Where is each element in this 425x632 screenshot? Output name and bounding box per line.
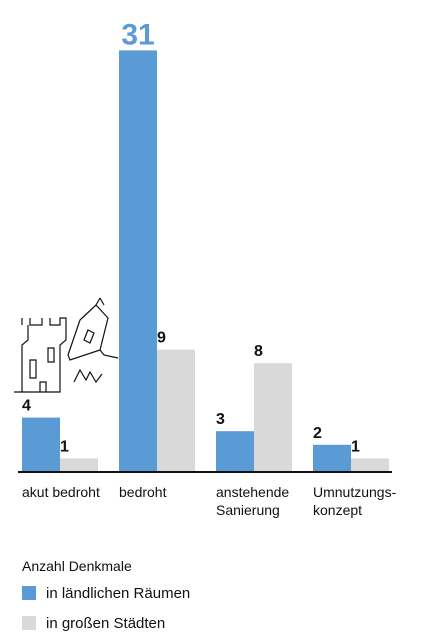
legend-label: in ländlichen Räumen bbox=[46, 585, 191, 602]
x-tick-label: akut bedroht bbox=[22, 484, 100, 500]
value-label: 4 bbox=[22, 398, 31, 415]
illustration bbox=[14, 297, 119, 393]
bar bbox=[313, 444, 351, 472]
x-tick-label: Umnutzungs-konzept bbox=[313, 484, 397, 518]
bar bbox=[157, 349, 195, 472]
legend-item: in großen Städten bbox=[22, 615, 165, 632]
value-label: 8 bbox=[254, 343, 263, 360]
bar bbox=[254, 363, 292, 472]
x-tick-label: bedroht bbox=[119, 484, 167, 500]
legend-swatch bbox=[22, 616, 36, 630]
bar bbox=[60, 458, 98, 472]
value-label: 1 bbox=[351, 438, 360, 455]
bar bbox=[216, 431, 254, 472]
bar bbox=[22, 417, 60, 472]
value-label: 1 bbox=[60, 438, 69, 455]
bar bbox=[351, 458, 389, 472]
legend-swatch bbox=[22, 586, 36, 600]
x-tick-label: anstehende Sanierung bbox=[216, 484, 290, 518]
legend-label: in großen Städten bbox=[46, 615, 166, 632]
value-label: 31 bbox=[121, 18, 154, 51]
value-label: 2 bbox=[313, 425, 322, 442]
bar bbox=[119, 50, 157, 473]
value-label: 9 bbox=[157, 330, 166, 347]
value-label: 3 bbox=[216, 411, 225, 428]
legend-item: in ländlichen Räumen bbox=[22, 585, 190, 602]
legend-title: Anzahl Denkmale bbox=[22, 558, 132, 574]
